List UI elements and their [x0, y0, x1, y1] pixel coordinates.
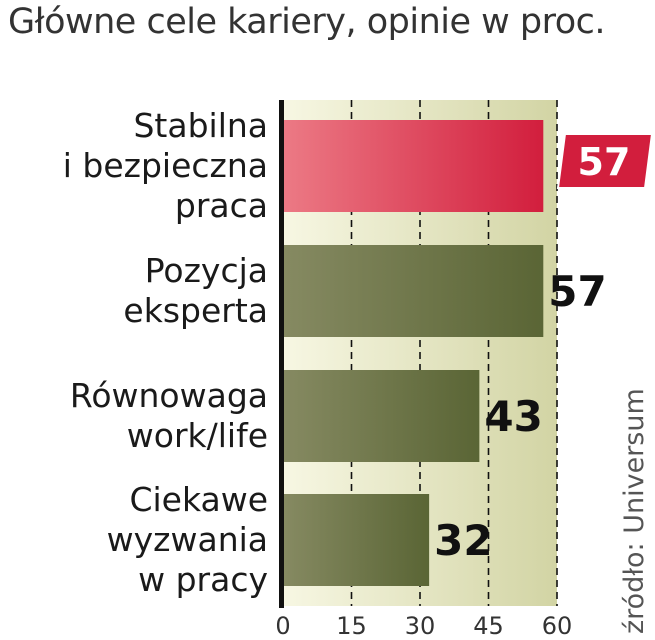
bar — [283, 494, 430, 586]
x-tick-label: 30 — [405, 612, 436, 640]
source-note: źródło: Universum — [619, 388, 650, 634]
bar — [283, 245, 544, 337]
value-badge — [556, 133, 654, 189]
category-label: Stabilna — [133, 106, 268, 145]
category-label: work/life — [127, 416, 268, 455]
x-tick-label: 45 — [473, 612, 504, 640]
category-label: Pozycja — [145, 251, 268, 290]
value-label: 57 — [548, 267, 606, 316]
category-label: w pracy — [138, 560, 268, 599]
category-label: Ciekawe — [129, 480, 268, 519]
chart-title: Główne cele kariery, opinie w proc. — [8, 2, 606, 42]
bar — [283, 120, 544, 212]
category-label: i bezpieczna — [63, 146, 268, 185]
x-tick-label: 15 — [336, 612, 367, 640]
category-label: praca — [175, 186, 268, 225]
category-label: eksperta — [123, 291, 268, 330]
x-tick-label: 0 — [275, 612, 290, 640]
value-label: 57 — [578, 140, 631, 184]
value-label: 32 — [434, 516, 492, 565]
x-tick-label: 60 — [542, 612, 573, 640]
bar — [283, 370, 480, 462]
y-axis-line — [279, 100, 284, 608]
category-label: Równowaga — [70, 376, 268, 415]
value-label: 43 — [484, 392, 542, 441]
category-label: wyzwania — [107, 520, 268, 559]
